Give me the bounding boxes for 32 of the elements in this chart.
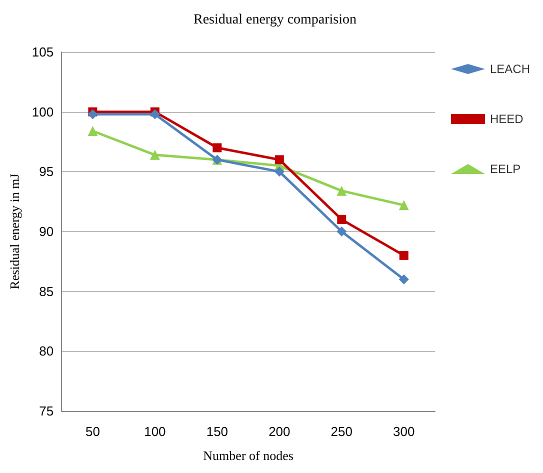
point (337, 215, 346, 224)
x-tick-label: 150 (206, 424, 228, 439)
point (88, 126, 98, 136)
y-tick-label: 100 (32, 104, 54, 120)
x-tick-label: 100 (144, 424, 166, 439)
point (336, 186, 347, 196)
x-axis-title: Number of nodes (203, 448, 294, 463)
y-tick-label: 80 (39, 344, 54, 359)
legend-label: HEED (490, 112, 524, 126)
x-tick-label: 250 (330, 424, 352, 439)
point (212, 143, 222, 152)
point (398, 274, 409, 284)
legend-label: EELP (490, 162, 521, 176)
x-tick-label: 50 (85, 424, 100, 439)
point (150, 109, 160, 120)
point (398, 200, 409, 210)
y-tick-label: 90 (39, 224, 54, 239)
point (274, 155, 284, 164)
y-tick-label: 105 (32, 44, 54, 60)
point (336, 226, 347, 236)
point (88, 109, 98, 120)
y-tick-label: 75 (39, 404, 54, 418)
point (150, 150, 160, 160)
point (399, 250, 408, 260)
point (274, 166, 284, 177)
legend-label: LEACH (490, 62, 530, 76)
y-tick-label: 95 (39, 164, 54, 180)
x-tick-label: 200 (268, 424, 290, 439)
x-tick-label: 300 (393, 424, 415, 439)
y-tick-label: 85 (39, 284, 54, 299)
y-axis-title: Residual energy in mJ (7, 174, 22, 290)
chart-title: Residual energy comparision (193, 12, 357, 28)
